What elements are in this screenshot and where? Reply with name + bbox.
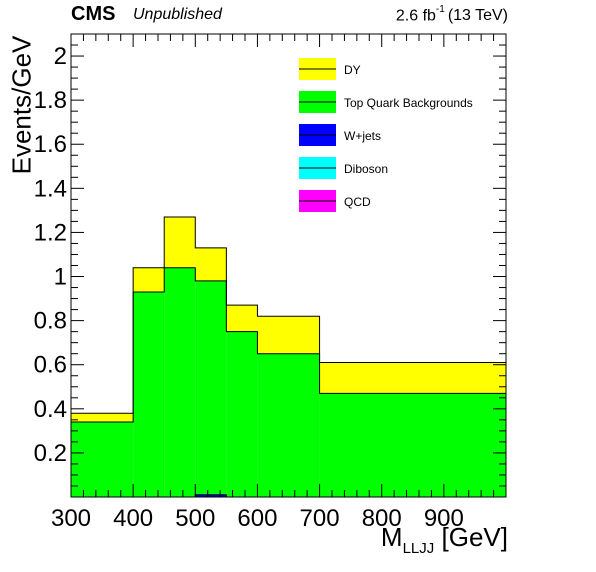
bar-top-quark-backgrounds-bin-5 (257, 353, 320, 497)
bar-dy-bin-1 (133, 267, 165, 292)
x-axis-label-unit: [GeV] (441, 522, 508, 552)
legend-item-dy: DY (299, 58, 361, 80)
legend-item-top-quark-backgrounds: Top Quark Backgrounds (299, 91, 473, 113)
experiment-label: CMS (71, 3, 116, 25)
y-tick-label-9: 2 (54, 43, 67, 70)
legend-label-dy: DY (344, 63, 361, 77)
histogram-bars (70, 216, 507, 498)
bar-dy-bin-3 (195, 247, 227, 281)
x-tick-label-600: 600 (237, 505, 277, 532)
legend-label-top-quark-backgrounds: Top Quark Backgrounds (344, 96, 473, 110)
y-tick-label-8: 1.8 (34, 87, 67, 114)
bar-top-quark-backgrounds-bin-4 (226, 331, 258, 497)
luminosity-label: 2.6 fb-1 (13 TeV) (395, 4, 508, 25)
y-tick-label-5: 1.2 (34, 219, 67, 246)
y-tick-label-2: 0.6 (34, 352, 67, 379)
bar-top-quark-backgrounds-bin-0 (71, 422, 134, 497)
legend-label-qcd: QCD (344, 195, 371, 209)
legend-item-qcd: QCD (299, 190, 371, 212)
bar-dy-bin-2 (164, 216, 196, 268)
status-label: Unpublished (133, 6, 222, 23)
bar-dy-bin-5 (257, 316, 320, 354)
bar-w-jets-bin-3 (195, 494, 227, 497)
luminosity-exponent: -1 (435, 4, 445, 15)
x-tick-label-700: 700 (300, 505, 340, 532)
bar-dy-bin-0 (71, 413, 134, 423)
y-tick-label-3: 0.8 (34, 308, 67, 335)
x-tick-label-300: 300 (51, 505, 91, 532)
y-tick-label-6: 1.4 (34, 175, 67, 202)
bar-top-quark-backgrounds-bin-1 (133, 291, 165, 497)
y-tick-label-7: 1.6 (34, 131, 67, 158)
y-tick-label-4: 1 (54, 264, 67, 291)
luminosity-value: 2.6 fb (395, 7, 436, 25)
x-axis-label-main: M (380, 522, 403, 552)
x-tick-label-900: 900 (424, 505, 464, 532)
bar-dy-bin-6 (319, 362, 506, 394)
bar-top-quark-backgrounds-bin-6 (319, 393, 506, 497)
y-tick-label-0: 0.2 (34, 440, 67, 467)
x-axis-label: MLLJJ [GeV] (380, 522, 508, 557)
bar-top-quark-backgrounds-bin-2 (164, 267, 196, 497)
bar-dy-bin-4 (226, 305, 258, 332)
x-tick-label-500: 500 (175, 505, 215, 532)
x-tick-label-800: 800 (362, 505, 402, 532)
axes: 300 400 500 600 700 800 900 0.2 0.4 0.6 0.8 1 1.2 1.4… (34, 33, 507, 532)
bar-top-quark-backgrounds-bin-3 (195, 280, 227, 495)
x-axis-label-subscript: LLJJ (402, 540, 435, 557)
outline-dy (70, 216, 507, 497)
legend-item-diboson: Diboson (299, 157, 388, 179)
legend-label-w-jets: W+jets (344, 129, 381, 143)
legend-item-w-jets: W+jets (299, 124, 381, 146)
energy-label: (13 TeV) (447, 7, 508, 25)
x-tick-label-400: 400 (113, 505, 153, 532)
legend-label-diboson: Diboson (344, 162, 388, 176)
legend: DY Top Quark Backgrounds W+jets Diboson QCD (299, 58, 473, 212)
y-tick-label-1: 0.4 (34, 396, 67, 423)
